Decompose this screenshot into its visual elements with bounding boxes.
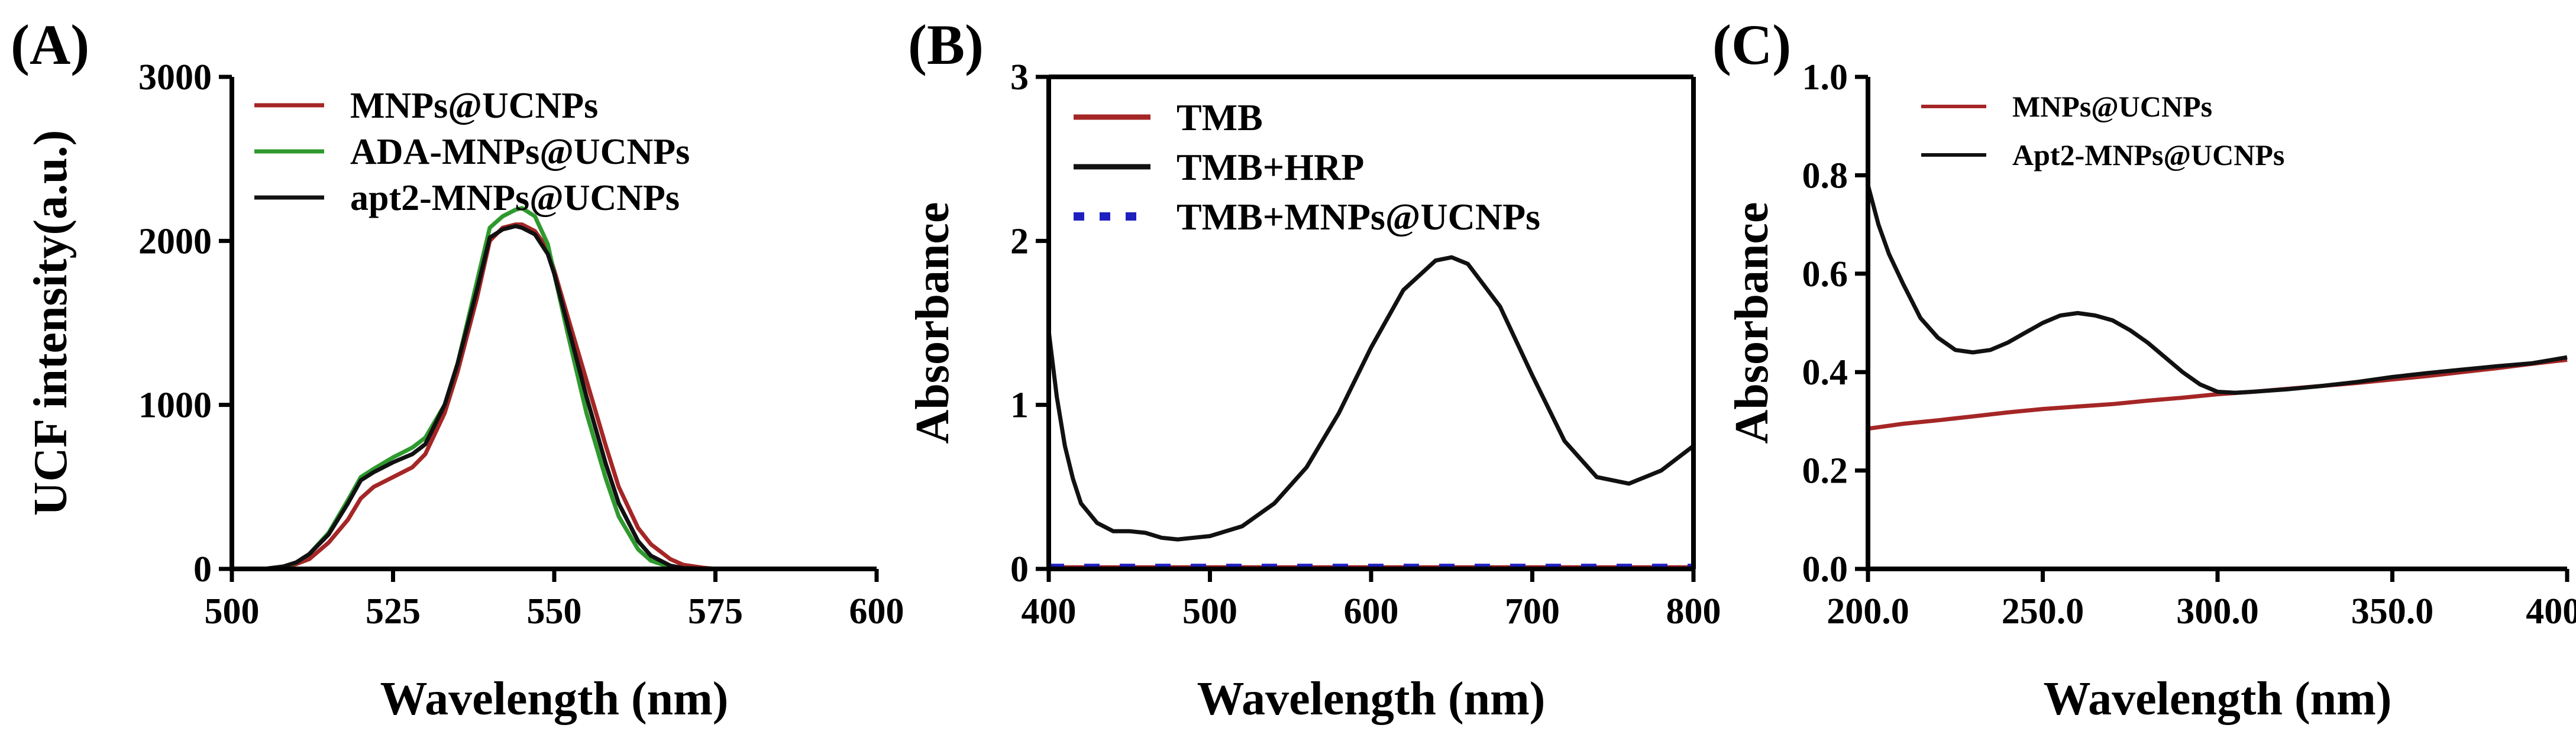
y-axis-title: Absorbance [1726,202,1778,444]
legend-label: TMB+HRP [1177,146,1364,188]
x-tick-label: 525 [366,591,421,632]
x-tick-label: 600 [849,591,904,632]
y-tick-label: 0.4 [1802,352,1848,393]
legend-label: MNPs@UCNPs [350,86,598,126]
legend-label: Apt2-MNPs@UCNPs [2012,138,2284,172]
x-tick-label: 350.0 [2351,591,2434,632]
panel-label: (C) [1712,13,1791,76]
x-axis-title: Wavelength (nm) [380,673,729,725]
series-line-tmb-hrp [1046,255,1695,542]
series-line-apt2-mnps-ucnps [232,224,877,571]
x-tick-label: 400.0 [2526,591,2576,632]
x-tick-label: 550 [527,591,582,632]
series-line-ada-mnps-ucnps [232,206,877,571]
x-tick-label: 575 [688,591,743,632]
y-axis-title: Absorbance [907,202,959,444]
legend-label: TMB [1177,96,1263,138]
x-tick-label: 500 [205,591,260,632]
panel-a: (A) 500 525 550 575 600 0 1000 2000 3000 Wavelengt… [11,13,904,725]
x-tick-label: 300.0 [2176,591,2259,632]
panel-label: (B) [908,13,984,76]
legend-label: MNPs@UCNPs [2012,90,2212,123]
x-tick-label: 200.0 [1827,591,1909,632]
y-tick-label: 0.0 [1802,549,1848,590]
x-axis-title: Wavelength (nm) [1197,673,1546,725]
panel-b: (B) 400 500 600 700 800 0 1 2 3 Wavelength (nm) Abs… [907,13,1721,725]
y-tick-label: 0.8 [1802,156,1848,196]
y-axis-title: UCF intensity(a.u.) [25,130,77,516]
y-tick-label: 1 [1010,386,1029,426]
y-tick-label: 2 [1010,221,1029,261]
series-line-apt2-mnps-ucnps [1866,185,2568,395]
y-tick-label: 0 [193,549,212,590]
x-tick-label: 600 [1344,591,1399,632]
y-tick-label: 3000 [138,57,212,98]
legend-label: apt2-MNPs@UCNPs [350,178,680,218]
x-tick-label: 400 [1022,591,1077,632]
x-tick-label: 700 [1505,591,1560,632]
legend-label: TMB+MNPs@UCNPs [1177,196,1540,238]
y-tick-label: 0.2 [1802,451,1848,491]
y-tick-label: 3 [1010,57,1029,98]
y-tick-label: 0.6 [1802,254,1848,295]
y-tick-label: 0 [1010,549,1029,590]
panel-c: (C) 200.0 250.0 300.0 350.0 400.0 0.0 0.2 0.4 0.6… [1712,13,2576,725]
y-tick-label: 2000 [138,221,212,261]
legend-label: ADA-MNPs@UCNPs [350,132,690,172]
series-line-mnps-ucnps [1867,357,2568,431]
x-tick-label: 800 [1666,591,1721,632]
x-axis-title: Wavelength (nm) [2044,673,2392,725]
panel-label: (A) [11,13,89,76]
x-tick-label: 500 [1182,591,1237,632]
y-tick-label: 1000 [138,386,212,426]
x-tick-label: 250.0 [2002,591,2084,632]
y-tick-label: 1.0 [1802,57,1848,98]
